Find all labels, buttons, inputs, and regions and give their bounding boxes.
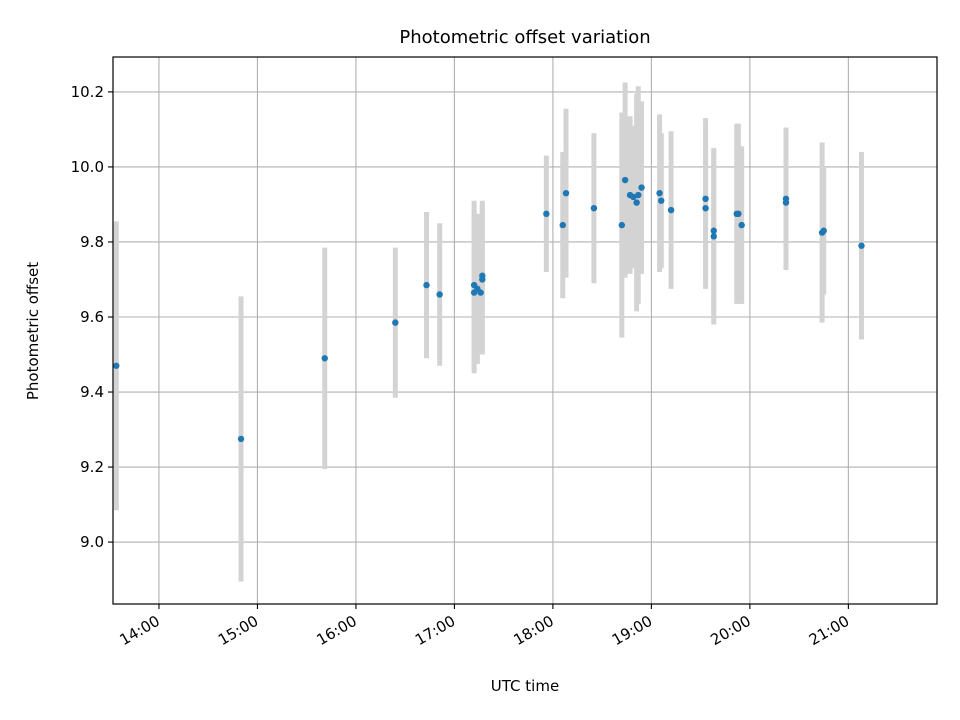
y-tick-label: 9.8 xyxy=(80,233,104,251)
data-point xyxy=(618,221,626,229)
data-point xyxy=(702,195,709,203)
plot-frame xyxy=(112,56,938,605)
data-point xyxy=(710,233,717,240)
data-point xyxy=(621,176,629,184)
data-point xyxy=(479,276,486,283)
data-points xyxy=(113,176,865,443)
x-axis-label: UTC time xyxy=(491,677,559,695)
data-point xyxy=(237,435,245,443)
data-point xyxy=(392,319,399,326)
data-point xyxy=(321,355,328,362)
y-tick-label: 10.2 xyxy=(71,83,104,101)
y-tick-label: 9.2 xyxy=(80,458,104,476)
data-point xyxy=(782,199,790,206)
data-point xyxy=(635,191,642,199)
y-axis-label: Photometric offset xyxy=(24,262,42,400)
data-point xyxy=(630,193,637,201)
data-point xyxy=(559,221,566,229)
y-tick-label: 9.4 xyxy=(80,383,104,401)
grid xyxy=(113,57,937,604)
data-point xyxy=(656,189,663,197)
data-point xyxy=(667,206,675,214)
y-tick-label: 10.0 xyxy=(71,158,104,176)
data-point xyxy=(820,227,827,234)
data-point xyxy=(562,189,570,197)
y-tick-label: 9.0 xyxy=(80,533,104,551)
data-point xyxy=(436,291,443,298)
data-point xyxy=(633,199,640,206)
y-tick-label: 9.6 xyxy=(80,308,104,326)
data-point xyxy=(658,197,665,204)
data-point xyxy=(590,204,598,212)
y-axis-ticks: 9.0 9.2 9.4 9.6 9.8 10.0 10.2 xyxy=(71,83,113,551)
data-point xyxy=(858,242,865,249)
data-point xyxy=(543,210,550,218)
data-point xyxy=(738,221,745,229)
data-point xyxy=(113,362,120,369)
data-point xyxy=(710,227,717,234)
chart-title: Photometric offset variation xyxy=(399,27,650,48)
data-point xyxy=(702,204,709,212)
data-point xyxy=(423,281,430,289)
data-point xyxy=(638,184,645,191)
data-point xyxy=(735,210,742,218)
data-point xyxy=(477,289,484,296)
